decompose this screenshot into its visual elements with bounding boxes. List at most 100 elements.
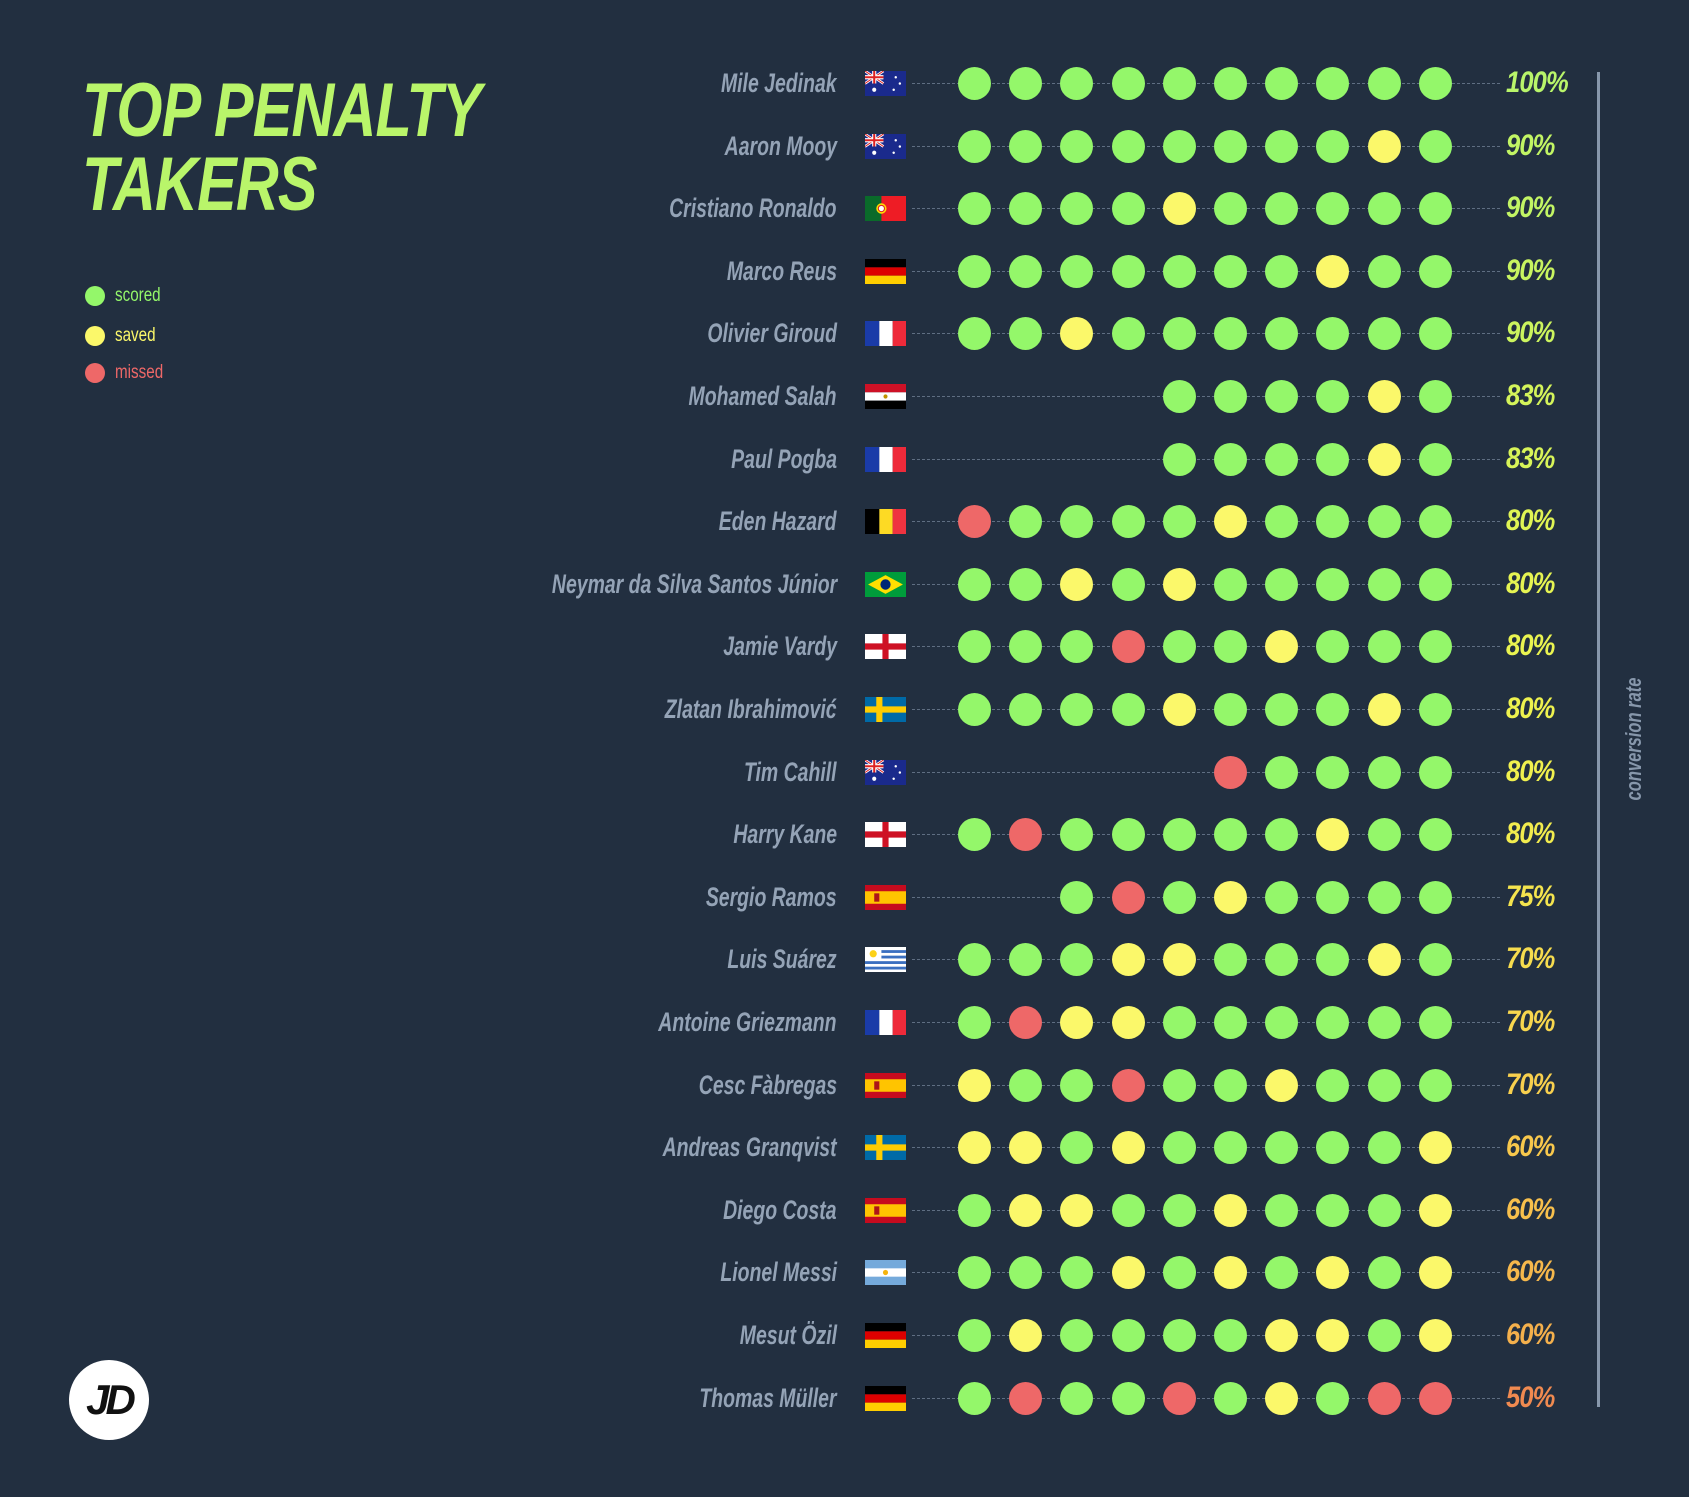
player-row: Diego Costa 60% xyxy=(0,1190,1689,1230)
shot-dot-scored xyxy=(1265,192,1299,226)
player-name: Mesut Özil xyxy=(739,1320,837,1350)
es-flag-icon xyxy=(865,1197,906,1223)
conversion-rate: 80% xyxy=(1506,566,1555,600)
shot-dot-scored xyxy=(958,693,991,726)
shot-dot-saved xyxy=(1009,1131,1043,1165)
shot-dot-scored xyxy=(958,67,991,100)
shot-dot-scored xyxy=(1214,1381,1247,1415)
shot-dot-scored xyxy=(1009,129,1043,163)
player-name: Jamie Vardy xyxy=(723,631,837,662)
shot-dot-saved xyxy=(958,1131,991,1165)
shot-dot-scored xyxy=(1060,880,1094,914)
shot-dot-missed xyxy=(1009,1006,1043,1039)
axis-label: conversion rate xyxy=(1621,677,1646,801)
shot-dot-scored xyxy=(1009,693,1043,726)
shot-dot-saved xyxy=(1009,1193,1043,1227)
shot-dot-scored xyxy=(1265,254,1299,288)
shot-dot-scored xyxy=(1418,755,1452,789)
shot-dot-scored xyxy=(1265,943,1299,977)
shot-dot-scored xyxy=(958,192,991,226)
shot-dot-scored xyxy=(1162,1006,1196,1039)
conversion-rate: 80% xyxy=(1506,629,1555,663)
shot-dot-scored xyxy=(1214,1068,1247,1102)
shot-dot-scored xyxy=(1265,129,1299,163)
shot-dot-scored xyxy=(1214,254,1247,288)
guide-line xyxy=(912,1272,1500,1274)
conversion-rate: 60% xyxy=(1506,1130,1555,1164)
shot-dot-scored xyxy=(1162,1068,1196,1102)
shot-dot-scored xyxy=(1111,1381,1145,1415)
se-flag-icon xyxy=(865,1135,906,1161)
shot-dot-scored xyxy=(1418,129,1452,163)
player-name: Tim Cahill xyxy=(744,756,837,787)
shot-dot-scored xyxy=(1316,943,1350,977)
shot-dot-scored xyxy=(958,1006,991,1039)
shot-dot-scored xyxy=(1367,567,1401,601)
shot-dot-scored xyxy=(1111,1319,1145,1352)
shot-dot-saved xyxy=(1316,254,1350,288)
conversion-rate: 90% xyxy=(1506,253,1555,287)
guide-line xyxy=(912,583,1500,585)
shot-dot-scored xyxy=(1418,567,1452,601)
shot-dot-scored xyxy=(1367,317,1401,351)
shot-dot-scored xyxy=(1009,67,1043,100)
shot-dot-scored xyxy=(1111,693,1145,726)
shot-dot-scored xyxy=(1265,380,1299,413)
conversion-rate: 60% xyxy=(1506,1192,1555,1226)
shot-dot-scored xyxy=(1316,880,1350,914)
shot-dot-scored xyxy=(1162,442,1196,476)
shot-dot-saved xyxy=(1214,1193,1247,1227)
shot-dot-saved xyxy=(1418,1256,1452,1290)
shot-dot-scored xyxy=(1316,192,1350,226)
shot-dot-scored xyxy=(1060,1256,1094,1290)
shot-dot-scored xyxy=(1214,943,1247,977)
shot-dot-scored xyxy=(958,818,991,852)
en-flag-icon xyxy=(865,822,906,848)
shot-dot-missed xyxy=(1418,1381,1452,1415)
shot-dot-scored xyxy=(1316,755,1350,789)
player-row: Lionel Messi 60% xyxy=(0,1252,1689,1292)
guide-line xyxy=(912,1209,1500,1211)
shot-dot-scored xyxy=(1316,1381,1350,1415)
shot-dot-scored xyxy=(1316,129,1350,163)
shot-dot-scored xyxy=(1265,1131,1299,1165)
shot-dot-scored xyxy=(958,630,991,664)
shot-dot-scored xyxy=(1009,192,1043,226)
shot-dot-scored xyxy=(1162,630,1196,664)
fr-flag-icon xyxy=(865,321,906,347)
conversion-rate: 80% xyxy=(1506,504,1555,538)
shot-dot-scored xyxy=(1265,755,1299,789)
guide-line xyxy=(912,521,1500,523)
guide-line xyxy=(912,1084,1500,1086)
guide-line xyxy=(912,1147,1500,1149)
shot-dot-scored xyxy=(1162,67,1196,100)
ar-flag-icon xyxy=(865,1260,906,1286)
shot-dot-scored xyxy=(1162,254,1196,288)
shot-dot-scored xyxy=(1265,567,1299,601)
es-flag-icon xyxy=(865,1072,906,1098)
shot-dot-scored xyxy=(1214,818,1247,852)
player-row: Harry Kane 80% xyxy=(0,814,1689,854)
player-row: Cesc Fàbregas 70% xyxy=(0,1065,1689,1105)
au-flag-icon xyxy=(864,758,906,785)
guide-line xyxy=(912,834,1500,836)
legend-label: missed xyxy=(115,362,164,383)
shot-dot-scored xyxy=(1367,1256,1401,1290)
player-name: Antoine Griezmann xyxy=(658,1007,837,1037)
player-name: Aaron Mooy xyxy=(724,130,837,161)
shot-dot-scored xyxy=(1214,317,1247,351)
shot-dot-saved xyxy=(1009,1319,1043,1352)
shot-dot-scored xyxy=(1214,630,1247,664)
guide-line xyxy=(912,1022,1500,1023)
shot-dot-saved xyxy=(1316,818,1350,852)
shot-dot-scored xyxy=(1162,1256,1196,1290)
shot-dot-saved xyxy=(1060,1193,1094,1227)
player-row: Mile Jedinak 100% xyxy=(0,63,1689,103)
player-name: Cristiano Ronaldo xyxy=(669,193,837,224)
guide-line xyxy=(912,145,1500,147)
shot-dot-scored xyxy=(1214,442,1247,476)
shot-dot-scored xyxy=(1060,254,1094,288)
player-row: Andreas Granqvist 60% xyxy=(0,1127,1689,1167)
logo-text: JD xyxy=(86,1376,136,1423)
shot-dot-scored xyxy=(1060,1068,1094,1102)
